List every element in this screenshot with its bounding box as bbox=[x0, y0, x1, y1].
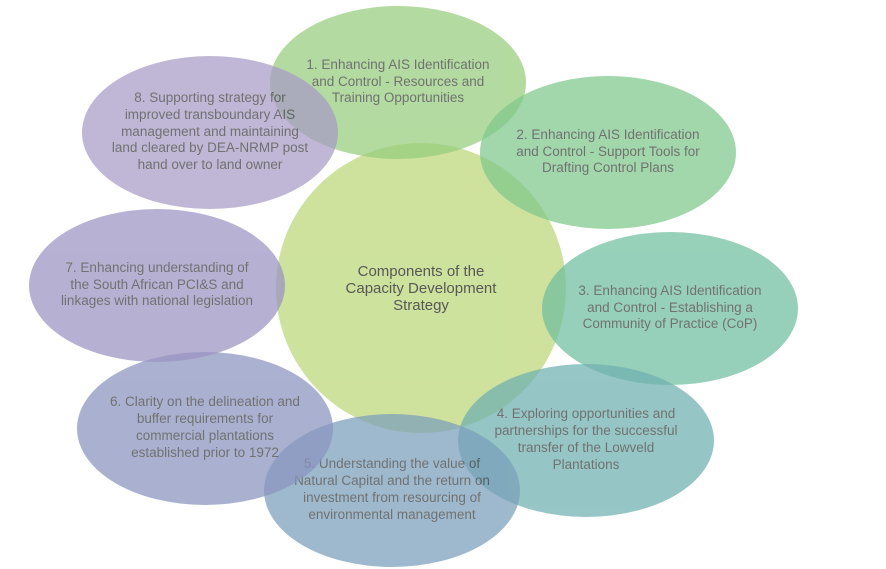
petal-5-label: 5. Understanding the value of Natural Ca… bbox=[292, 456, 492, 524]
petal-1-label: 1. Enhancing AIS Identification and Cont… bbox=[298, 57, 498, 108]
petal-3: 3. Enhancing AIS Identification and Cont… bbox=[542, 232, 798, 385]
petal-7-label: 7. Enhancing understanding of the South … bbox=[57, 260, 257, 311]
petal-6: 6. Clarity on the delineation and buffer… bbox=[77, 352, 333, 505]
petal-2-label: 2. Enhancing AIS Identification and Cont… bbox=[508, 127, 708, 178]
petal-6-label: 6. Clarity on the delineation and buffer… bbox=[105, 394, 305, 462]
diagram-stage: Components of the Capacity Development S… bbox=[0, 0, 886, 569]
petal-2: 2. Enhancing AIS Identification and Cont… bbox=[480, 76, 736, 229]
petal-8: 8. Supporting strategy for improved tran… bbox=[82, 56, 338, 209]
petal-7: 7. Enhancing understanding of the South … bbox=[29, 209, 285, 362]
petal-3-label: 3. Enhancing AIS Identification and Cont… bbox=[570, 283, 770, 334]
center-label: Components of the Capacity Development S… bbox=[336, 263, 506, 314]
petal-8-label: 8. Supporting strategy for improved tran… bbox=[110, 90, 310, 174]
petal-4-label: 4. Exploring opportunities and partnersh… bbox=[486, 406, 686, 474]
